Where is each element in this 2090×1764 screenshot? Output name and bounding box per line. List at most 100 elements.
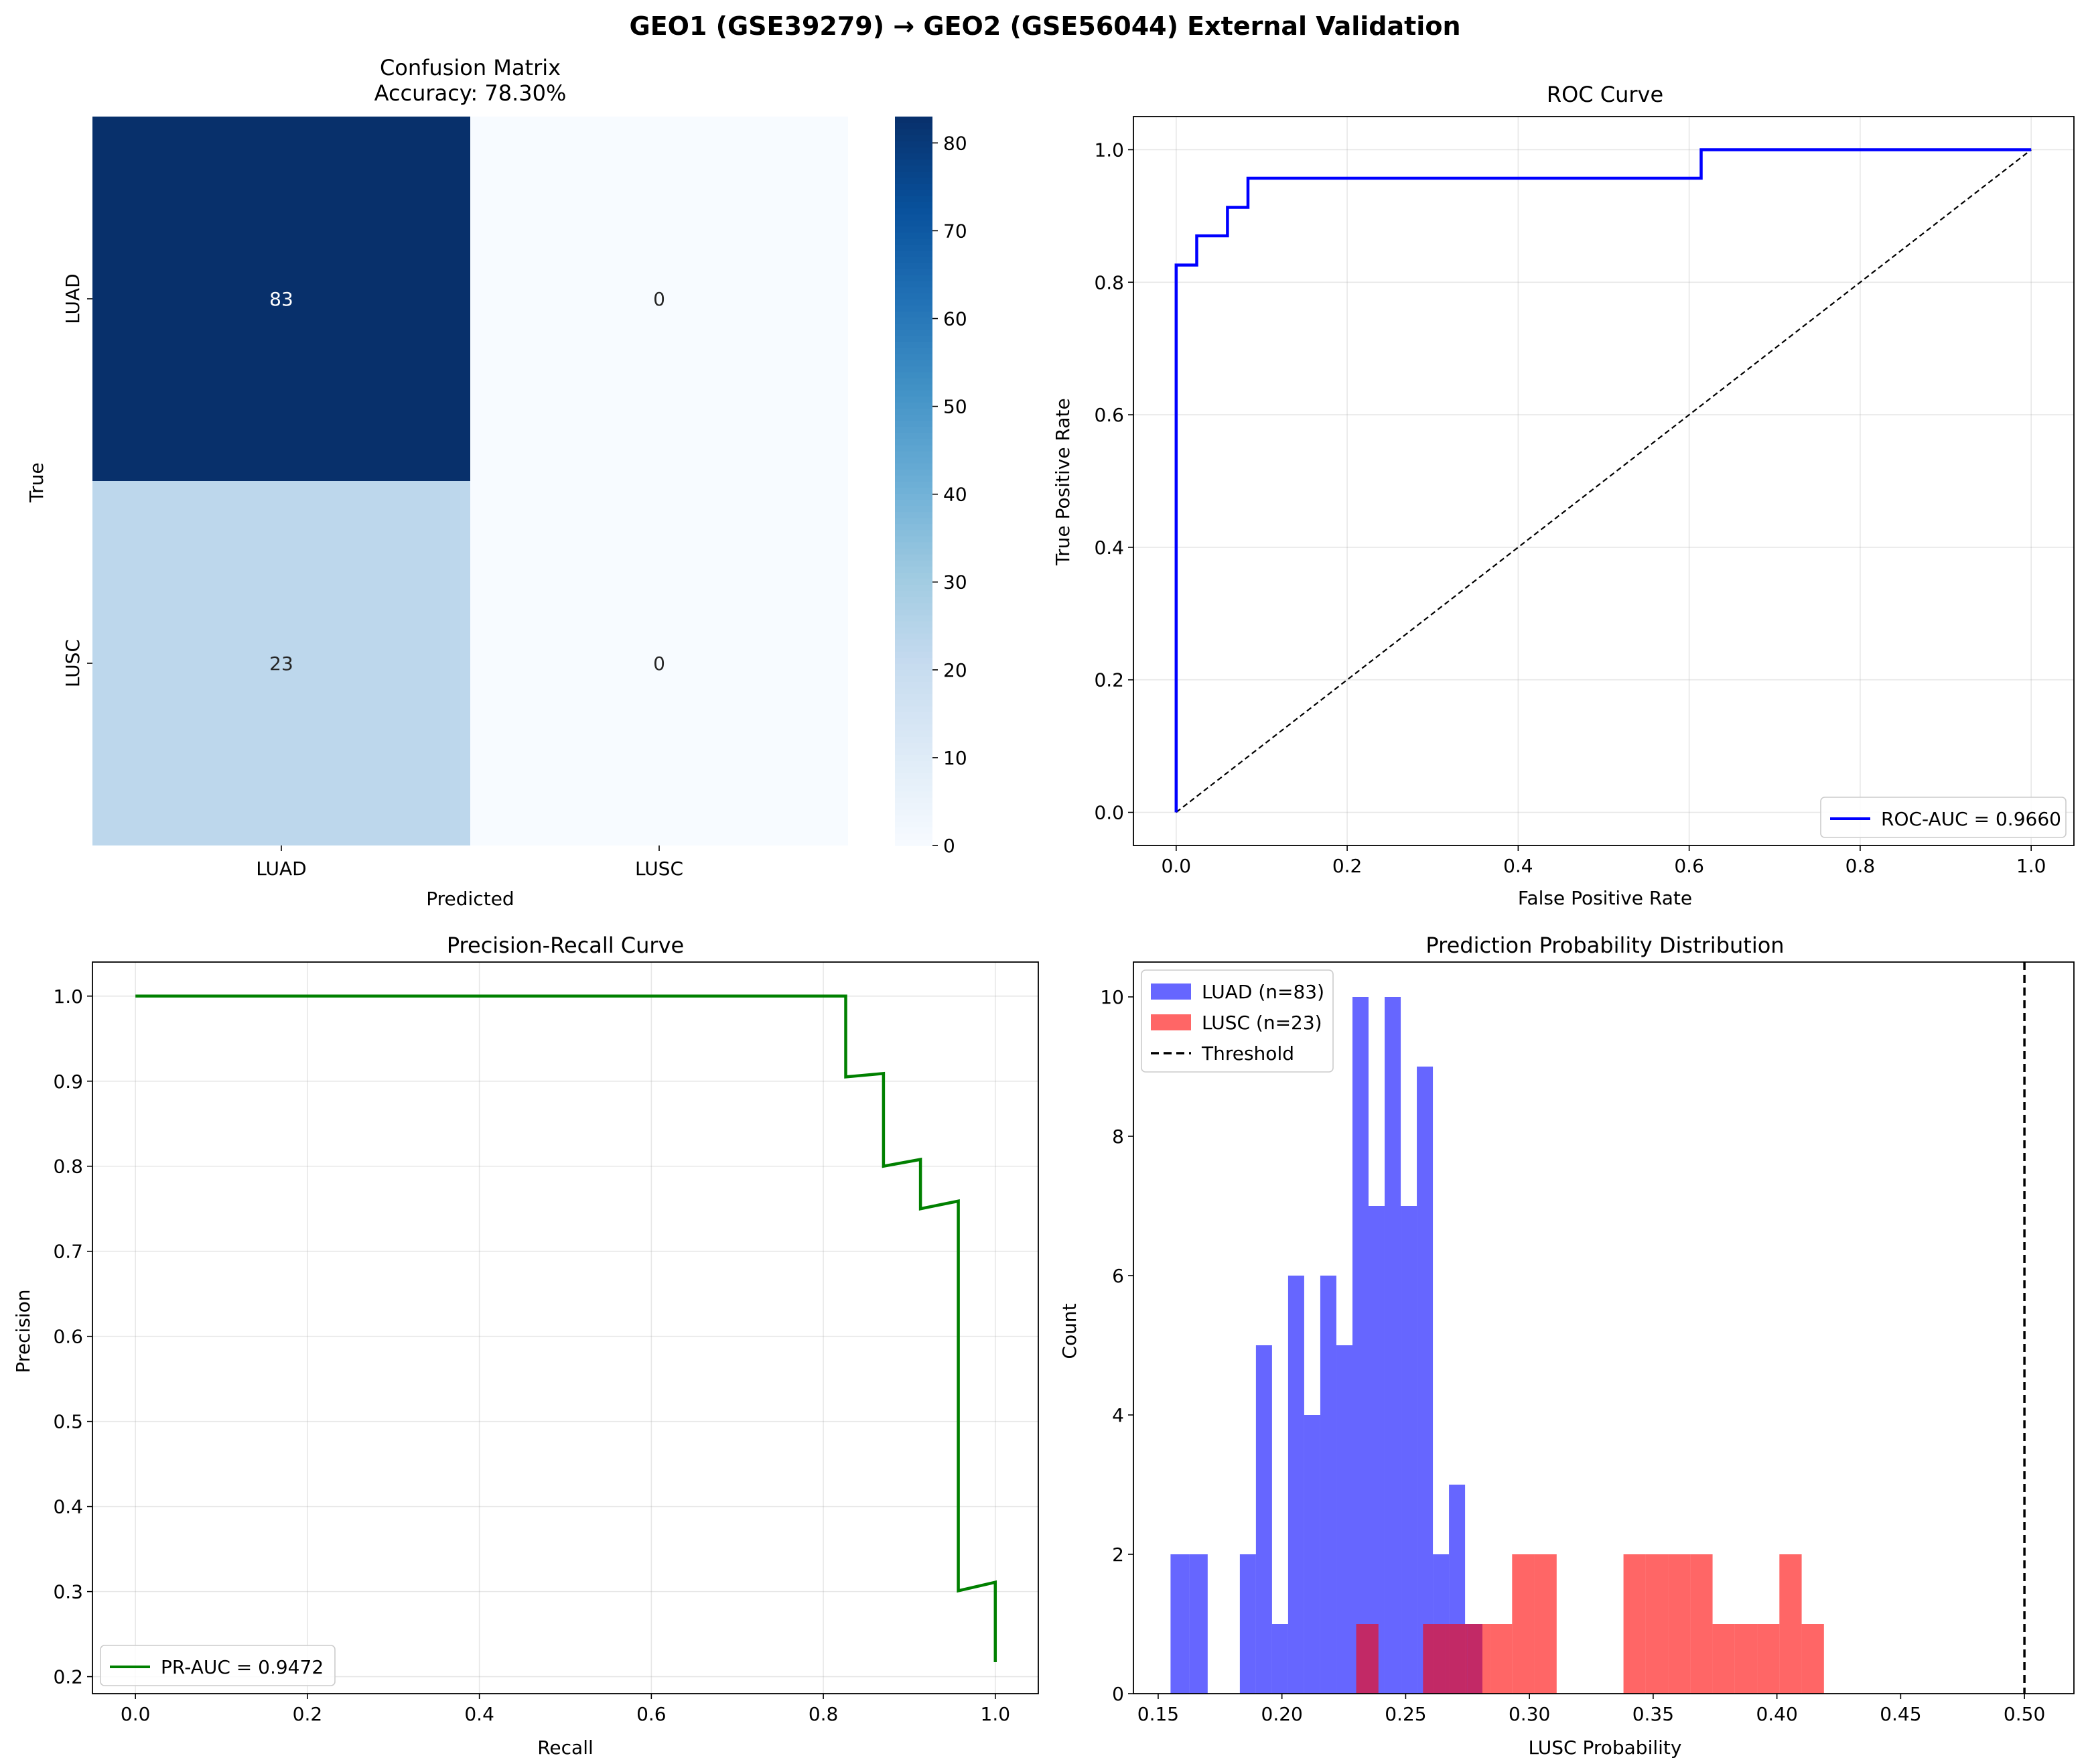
hist-bar <box>1490 1624 1513 1694</box>
colorbar-segment <box>895 766 932 773</box>
cm-xlabel: Predicted <box>426 888 514 910</box>
colorbar-segment <box>895 815 932 822</box>
colorbar-segment <box>895 226 932 233</box>
roc-x-tick-label: 0.4 <box>1503 855 1533 877</box>
colorbar-segment <box>895 778 932 786</box>
hist-bar <box>1239 1554 1256 1694</box>
colorbar-segment <box>895 644 932 652</box>
roc-y-tick-label: 1.0 <box>1094 139 1124 161</box>
pr-xlabel: Recall <box>537 1737 594 1759</box>
pr-y-tick-label: 0.3 <box>53 1581 83 1603</box>
colorbar-tick-label: 30 <box>943 571 967 594</box>
roc-x-tick-label: 0.8 <box>1845 855 1876 877</box>
hist-y-tick-label: 10 <box>1100 986 1124 1008</box>
colorbar-segment <box>895 638 932 646</box>
colorbar-segment <box>895 292 932 299</box>
colorbar-segment <box>895 305 932 312</box>
cm-cell-value: 0 <box>653 653 665 675</box>
pr-ylabel: Precision <box>12 1290 34 1373</box>
colorbar-segment <box>895 699 932 707</box>
colorbar-segment <box>895 201 932 208</box>
colorbar-segment <box>895 797 932 804</box>
hist-bar <box>1757 1624 1780 1694</box>
pr-series-line <box>135 994 997 1662</box>
colorbar-tick-label: 20 <box>943 659 967 681</box>
hist-bar <box>1512 1554 1535 1694</box>
colorbar-segment <box>895 553 932 561</box>
colorbar-segment <box>895 632 932 640</box>
colorbar-segment <box>895 833 932 840</box>
colorbar-segment <box>895 147 932 154</box>
colorbar-segment <box>895 827 932 834</box>
hist-bar <box>1417 1067 1434 1694</box>
colorbar-segment <box>895 232 932 239</box>
colorbar-segment <box>895 183 932 190</box>
colorbar-segment <box>895 123 932 129</box>
hist-bar <box>1320 1276 1336 1694</box>
colorbar-segment <box>895 559 932 567</box>
colorbar-segment <box>895 359 932 366</box>
pr-x-tick-label: 0.4 <box>464 1703 494 1725</box>
colorbar-segment <box>895 371 932 379</box>
hist-x-tick-label: 0.30 <box>1509 1703 1550 1725</box>
hist-bar <box>1369 1206 1385 1694</box>
colorbar-segment <box>895 341 932 348</box>
colorbar-segment <box>895 408 932 415</box>
pr-y-tick-label: 0.5 <box>53 1411 83 1433</box>
colorbar-segment <box>895 432 932 439</box>
colorbar-segment <box>895 584 932 591</box>
colorbar-segment <box>895 220 932 226</box>
colorbar-segment <box>895 377 932 385</box>
colorbar-segment <box>895 383 932 391</box>
hist-bar <box>1445 1624 1468 1694</box>
hist-legend-swatch <box>1151 1014 1191 1030</box>
pr-x-tick-label: 0.2 <box>293 1703 323 1725</box>
colorbar-segment <box>895 286 932 293</box>
hist-xlabel: LUSC Probability <box>1529 1737 1682 1759</box>
colorbar-segment <box>895 396 932 403</box>
roc-x-tick-label: 0.2 <box>1332 855 1363 877</box>
colorbar-segment <box>895 129 932 135</box>
roc-ylabel: True Positive Rate <box>1052 398 1074 565</box>
colorbar-tick-label: 0 <box>943 835 955 857</box>
colorbar-segment <box>895 244 932 251</box>
colorbar-segment <box>895 268 932 275</box>
roc-y-tick-label: 0.6 <box>1094 404 1124 426</box>
roc-x-tick-label: 0.0 <box>1162 855 1192 877</box>
colorbar-segment <box>895 159 932 166</box>
colorbar-segment <box>895 444 932 452</box>
colorbar-segment <box>895 153 932 160</box>
pr-y-tick-label: 0.4 <box>53 1496 83 1518</box>
colorbar-segment <box>895 541 932 549</box>
colorbar-segment <box>895 663 932 670</box>
colorbar-segment <box>895 505 932 513</box>
colorbar-segment <box>895 311 932 318</box>
colorbar-segment <box>895 578 932 585</box>
colorbar-segment <box>895 135 932 142</box>
colorbar-segment <box>895 742 932 749</box>
colorbar-segment <box>895 347 932 354</box>
cm-cell <box>470 117 848 481</box>
hist-bar <box>1801 1624 1824 1694</box>
colorbar-segment <box>895 214 932 220</box>
colorbar-segment <box>895 821 932 828</box>
pr-legend-box <box>100 1645 336 1686</box>
roc-x-tick-label: 0.6 <box>1674 855 1704 877</box>
hist-bar <box>1734 1624 1758 1694</box>
hist-legend-label: LUSC (n=23) <box>1202 1012 1322 1034</box>
colorbar-segment <box>895 420 932 427</box>
colorbar-segment <box>895 705 932 713</box>
hist-bar <box>1423 1624 1446 1694</box>
hist-bar <box>1779 1554 1802 1694</box>
hist-bar <box>1189 1554 1208 1694</box>
colorbar-segment <box>895 493 932 500</box>
colorbar-segment <box>895 809 932 816</box>
colorbar-segment <box>895 262 932 269</box>
pr-frame <box>92 961 1039 1694</box>
roc-x-tick-label: 1.0 <box>2016 855 2046 877</box>
colorbar-segment <box>895 462 932 470</box>
cm-title: Confusion Matrix <box>380 55 561 80</box>
colorbar-segment <box>895 402 932 409</box>
colorbar-tick-label: 40 <box>943 484 967 506</box>
